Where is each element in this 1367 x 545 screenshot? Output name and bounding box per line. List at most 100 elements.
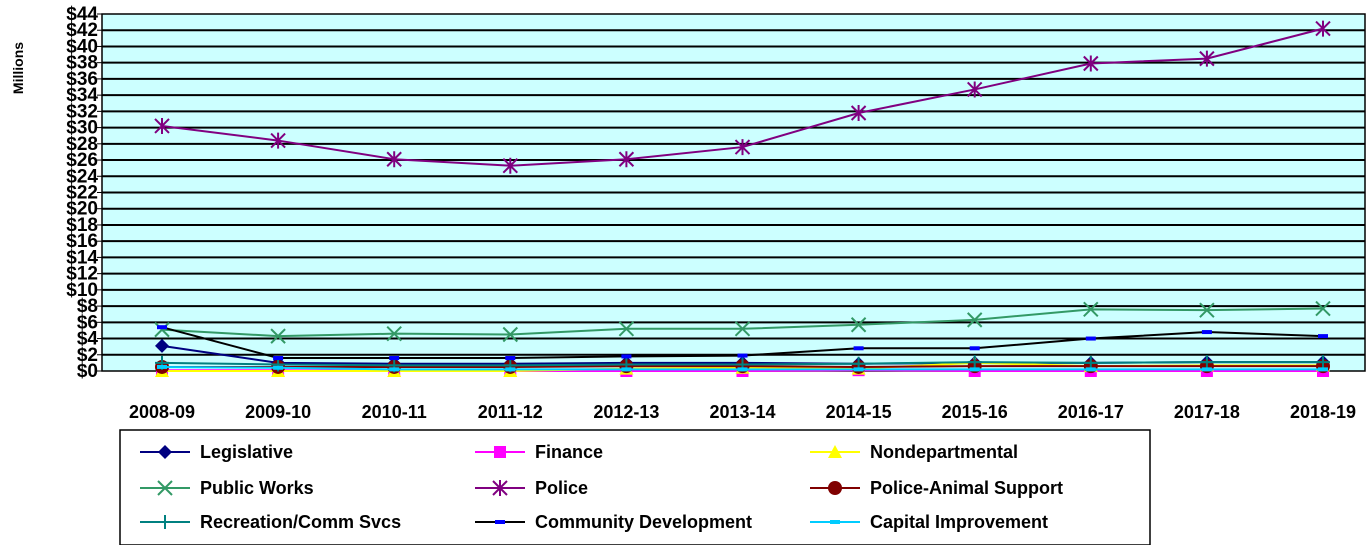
data-point: [966, 81, 983, 98]
data-point: [618, 151, 635, 168]
data-point: [502, 157, 519, 174]
series-public-works: [154, 300, 1331, 344]
legend-label: Police-Animal Support: [870, 478, 1063, 498]
data-point: [389, 356, 400, 361]
data-point: [1083, 301, 1099, 318]
y-tick-label: $44: [66, 4, 98, 25]
x-tick-label: 2011-12: [478, 402, 543, 422]
data-point: [737, 367, 748, 372]
legend-label: Capital Improvement: [870, 512, 1048, 532]
legend: Legislative Finance Nondepartmental Public …: [140, 442, 1063, 532]
legend-label: Finance: [535, 442, 603, 462]
series-police: [154, 20, 1331, 174]
legend-marker: [158, 515, 172, 529]
data-point: [737, 353, 748, 358]
y-tick-label: $28: [66, 134, 98, 155]
data-point: [273, 356, 284, 361]
data-point: [969, 367, 980, 372]
data-point: [502, 326, 519, 343]
data-point: [621, 354, 632, 359]
legend-marker: [494, 446, 506, 458]
data-point: [157, 364, 167, 369]
legend-marker: [830, 520, 840, 524]
legend-entry: Police-Animal Support: [810, 478, 1063, 498]
data-point: [850, 104, 867, 121]
x-tick-label: 2009-10: [245, 402, 311, 422]
gridlines: [102, 29, 1365, 356]
legend-label: Nondepartmental: [870, 442, 1018, 462]
y-tick-label: $12: [66, 264, 98, 285]
y-tick-label: $30: [66, 118, 98, 139]
data-point: [1199, 302, 1215, 318]
data-point: [270, 132, 286, 149]
y-tick-label: $24: [66, 166, 98, 187]
y-tick-label: $14: [66, 247, 98, 268]
y-tick-label: $34: [66, 85, 98, 106]
data-point: [386, 325, 402, 342]
y-tick-label: $16: [66, 231, 98, 252]
data-point: [1201, 367, 1212, 372]
y-axis-label: Millions: [10, 42, 26, 94]
legend-marker: [492, 480, 508, 496]
legend-entry: Finance: [475, 442, 603, 462]
legend-label: Community Development: [535, 512, 752, 532]
x-tick-label: 2013-14: [709, 402, 775, 422]
data-point: [273, 365, 284, 370]
x-tick-label: 2017-18: [1174, 402, 1240, 422]
data-point: [853, 367, 864, 372]
y-tick-label: $0: [77, 361, 98, 382]
y-tick-label: $40: [66, 36, 98, 57]
data-point: [618, 321, 635, 337]
data-point: [1085, 336, 1096, 341]
y-tick-label: $20: [66, 199, 98, 220]
data-point: [966, 312, 983, 328]
legend-entry: Community Development: [475, 512, 752, 532]
y-tick-label: $8: [77, 296, 98, 317]
data-point: [155, 338, 169, 353]
data-point: [157, 325, 167, 330]
legend-entry: Police: [475, 478, 588, 498]
data-point: [386, 151, 402, 168]
legend-marker: [158, 445, 172, 459]
data-point: [389, 367, 400, 372]
y-tick-label: $38: [66, 53, 98, 74]
data-point: [967, 355, 982, 370]
data-point: [1199, 50, 1215, 67]
data-point: [621, 367, 632, 372]
y-tick-label: $36: [66, 69, 98, 90]
x-tick-label: 2008-09: [129, 402, 195, 422]
data-point: [505, 367, 516, 372]
legend-label: Recreation/Comm Svcs: [200, 512, 401, 532]
data-point: [1083, 55, 1099, 72]
y-tick-label: $42: [66, 20, 98, 41]
data-point: [969, 346, 980, 351]
legend-box: [119, 429, 1151, 545]
x-axis-ticks: 2008-09 2009-10 2010-11 2011-12 2012-13 2013-…: [129, 402, 1356, 422]
y-tick-label: $2: [77, 345, 98, 366]
legend-entry: Nondepartmental: [810, 442, 1018, 462]
x-tick-label: 2010-11: [362, 402, 427, 422]
legend-marker: [828, 445, 842, 458]
data-point: [1085, 367, 1096, 372]
data-point: [853, 346, 864, 351]
data-point: [850, 317, 867, 333]
legend-marker: [828, 481, 842, 495]
x-tick-label: 2018-19: [1290, 402, 1356, 422]
x-tick-label: 2012-13: [593, 402, 659, 422]
legend-entry: Capital Improvement: [810, 512, 1048, 532]
data-point: [1201, 330, 1212, 335]
data-point: [154, 321, 170, 338]
data-point: [1318, 367, 1328, 372]
data-point: [154, 117, 170, 134]
legend-marker: [157, 480, 173, 496]
data-point: [1318, 334, 1328, 339]
legend-entry: Recreation/Comm Svcs: [140, 512, 401, 532]
data-point: [270, 328, 286, 344]
x-tick-label: 2014-15: [826, 402, 892, 422]
legend-label: Public Works: [200, 478, 314, 498]
data-point: [1315, 20, 1331, 37]
data-point: [505, 356, 516, 361]
data-point: [1199, 355, 1214, 370]
data-point: [734, 321, 751, 337]
